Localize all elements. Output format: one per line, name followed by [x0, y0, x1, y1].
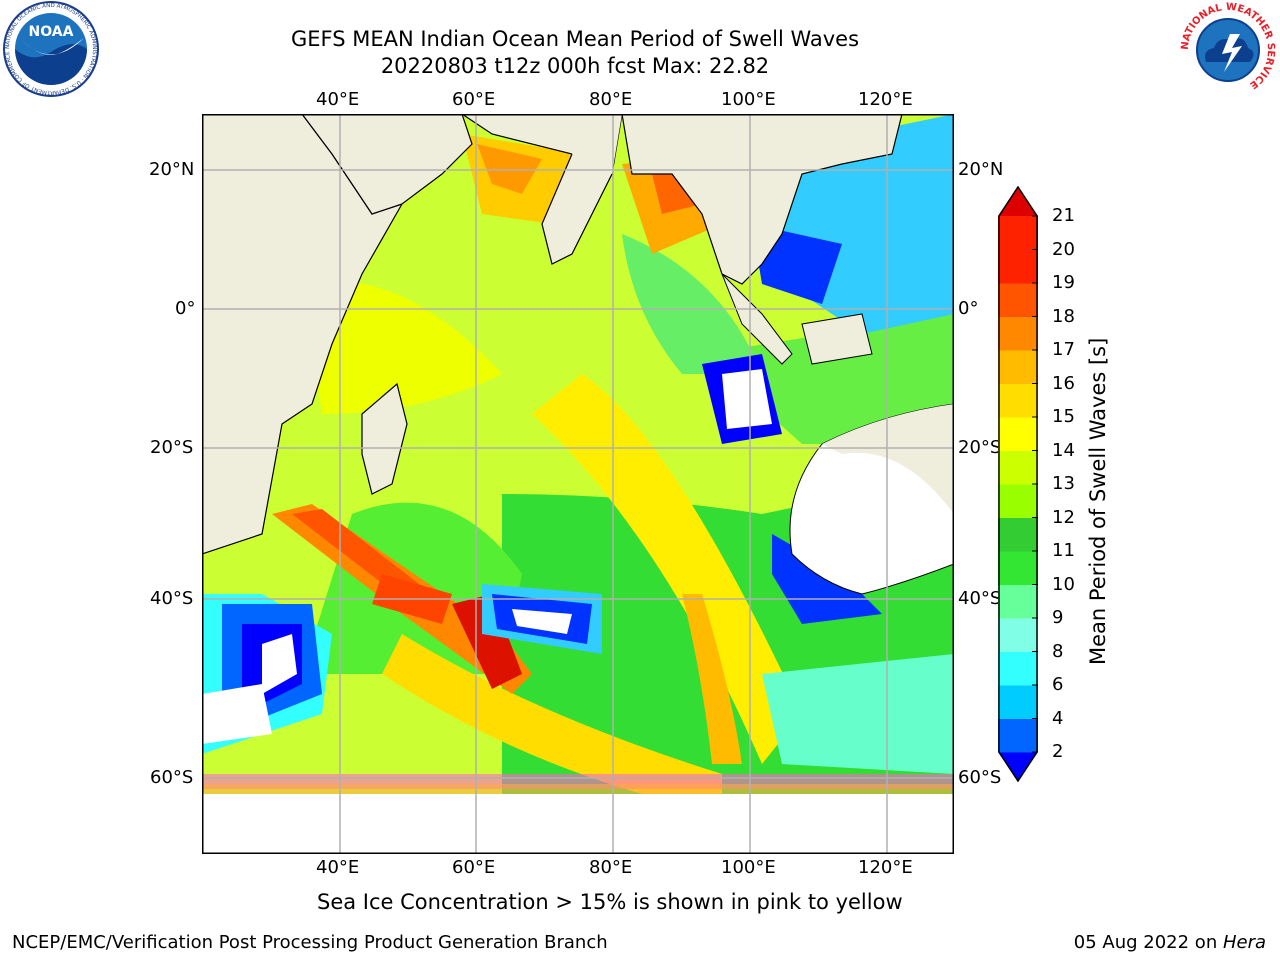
colorbar-segment [998, 685, 1038, 719]
colorbar-tick-label: 8 [1052, 640, 1064, 662]
colorbar-segment [998, 283, 1038, 317]
x-tick-top-60e: 60°E [452, 89, 496, 110]
map-subtitle: 20220803 t12z 000h fcst Max: 22.82 [380, 54, 770, 78]
colorbar-tick-label: 15 [1052, 406, 1075, 427]
antarctica-ice [202, 794, 954, 854]
colorbar-tick-label: 21 [1052, 205, 1075, 226]
madagascar-land [361, 382, 408, 495]
graticule [202, 114, 954, 854]
y-tick-left-60s: 60°S [150, 767, 194, 788]
colorbar-tick-label: 16 [1052, 372, 1075, 394]
noaa-logo-text: NOAA [29, 24, 74, 40]
colorbar-tick-label: 19 [1052, 272, 1075, 293]
nws-logo: NATIONAL WEATHER SERVICE [1178, 0, 1278, 100]
colorbar-tick-label: 11 [1052, 540, 1075, 561]
y-tick-right-0: 0° [958, 298, 979, 319]
x-tick-top-80e: 80°E [589, 89, 633, 110]
swell-yellow-band [532, 374, 802, 764]
footer-date: 05 Aug 2022 on [1073, 932, 1223, 953]
footer-machine: Hera [1222, 932, 1266, 953]
x-tick-bottom-120e: 120°E [858, 857, 913, 878]
colorbar-segment [998, 551, 1038, 585]
y-tick-right-40s: 40°S [958, 588, 1002, 609]
colorbar-segment [998, 316, 1038, 351]
x-tick-bottom-60e: 60°E [452, 857, 496, 878]
colorbar-tick-label: 4 [1052, 707, 1064, 729]
colorbar-segment [998, 484, 1038, 518]
x-tick-top-120e: 120°E [858, 89, 913, 110]
map-svg [202, 114, 954, 854]
colorbar-segment [998, 249, 1038, 284]
colorbar-tick-label: 2 [1052, 741, 1064, 762]
arabia-land [301, 114, 473, 215]
footer-right: 05 Aug 2022 on Hera [1074, 932, 1266, 953]
colorbar-segment [998, 517, 1038, 552]
colorbar-tick-label: 18 [1052, 305, 1075, 327]
colorbar-extend-high [998, 186, 1038, 216]
noaa-logo: NOAA NATIONAL OCEANIC AND ATMOSPHERIC AD… [2, 0, 100, 98]
x-tick-bottom-40e: 40°E [316, 857, 360, 878]
asia-land [621, 114, 903, 285]
y-tick-right-60s: 60°S [958, 767, 1002, 788]
colorbar-label: Mean Period of Swell Waves [s] [1086, 337, 1110, 665]
y-tick-right-20n: 20°N [958, 159, 1004, 180]
x-tick-top-40e: 40°E [316, 89, 360, 110]
colorbar-segment [998, 216, 1038, 250]
colorbar-segment [998, 651, 1038, 686]
colorbar-tick-label: 17 [1052, 339, 1075, 360]
y-tick-right-20s: 20°S [958, 437, 1002, 458]
x-tick-top-100e: 100°E [721, 89, 776, 110]
colorbar-tick-label: 9 [1052, 607, 1064, 628]
y-tick-left-20n: 20°N [149, 159, 195, 180]
footer-left: NCEP/EMC/Verification Post Processing Pr… [12, 932, 608, 953]
colorbar-tick-label: 14 [1052, 439, 1075, 461]
colorbar-ticks: 2 4 6 8 9 10 11 12 13 14 15 16 17 18 19 20 21 [1042, 0, 1102, 960]
colorbar-segment [998, 383, 1038, 418]
colorbar-tick-label: 12 [1052, 506, 1075, 528]
colorbar-segment [998, 618, 1038, 652]
colorbar-extend-low [998, 752, 1038, 782]
sea-ice-note: Sea Ice Concentration > 15% is shown in … [317, 890, 903, 914]
colorbar-tick-label: 20 [1052, 238, 1075, 260]
y-tick-left-20s: 20°S [150, 437, 194, 458]
colorbar-segment [998, 350, 1038, 384]
colorbar [998, 185, 1038, 783]
y-tick-left-0: 0° [175, 298, 196, 319]
colorbar-tick-label: 13 [1052, 473, 1075, 494]
colorbar-tick-label: 10 [1052, 573, 1075, 595]
colorbar-tick-label: 6 [1052, 674, 1064, 695]
colorbar-segment [998, 417, 1038, 451]
colorbar-segment [998, 450, 1038, 485]
colorbar-segment [998, 584, 1038, 619]
colorbar-segment [998, 718, 1038, 753]
colorbar-svg [998, 185, 1038, 783]
map-panel [202, 114, 954, 854]
map-title: GEFS MEAN Indian Ocean Mean Period of Sw… [290, 27, 860, 51]
y-tick-left-40s: 40°S [150, 588, 194, 609]
x-tick-bottom-80e: 80°E [589, 857, 633, 878]
x-tick-bottom-100e: 100°E [721, 857, 776, 878]
map-border [202, 114, 954, 854]
